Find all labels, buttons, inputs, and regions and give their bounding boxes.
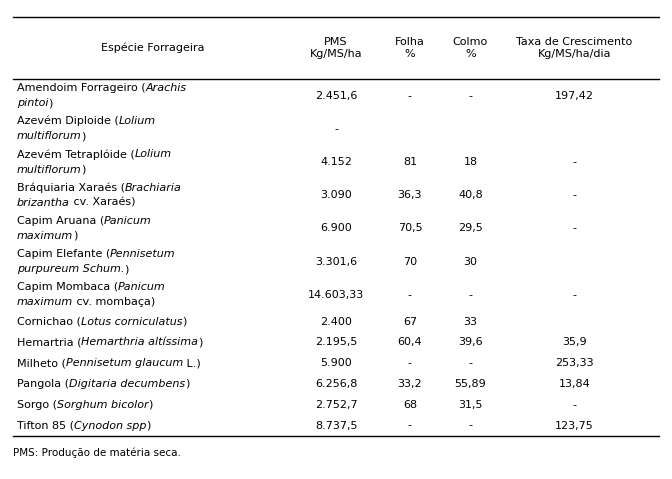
Text: ): )	[149, 400, 153, 410]
Text: 4.152: 4.152	[320, 157, 352, 167]
Text: 31,5: 31,5	[458, 400, 482, 410]
Text: pintoi: pintoi	[17, 98, 48, 108]
Text: 6.256,8: 6.256,8	[314, 379, 358, 389]
Text: cv. Xaraés): cv. Xaraés)	[70, 198, 135, 208]
Text: Pennisetum: Pennisetum	[110, 249, 175, 259]
Text: -: -	[408, 358, 412, 368]
Text: PMS
Kg/MS/ha: PMS Kg/MS/ha	[310, 37, 362, 59]
Text: Lolium: Lolium	[134, 149, 171, 160]
Text: Taxa de Crescimento
Kg/MS/ha/dia: Taxa de Crescimento Kg/MS/ha/dia	[517, 37, 632, 59]
Text: ): )	[124, 264, 128, 274]
Text: Amendoim Forrageiro (: Amendoim Forrageiro (	[17, 83, 145, 93]
Text: Panicum: Panicum	[118, 282, 166, 292]
Text: cv. mombaça): cv. mombaça)	[73, 297, 155, 308]
Text: Azevém Tetraplóide (: Azevém Tetraplóide (	[17, 149, 134, 160]
Text: purpureum Schum.: purpureum Schum.	[17, 264, 124, 274]
Text: multiflorum: multiflorum	[17, 165, 81, 175]
Text: ): )	[146, 421, 151, 431]
Text: 3.301,6: 3.301,6	[315, 256, 357, 266]
Text: -: -	[573, 290, 577, 300]
Text: maximum: maximum	[17, 297, 73, 308]
Text: L.): L.)	[183, 358, 201, 368]
Text: 2.400: 2.400	[320, 317, 352, 327]
Text: 3.090: 3.090	[320, 190, 352, 200]
Text: ): )	[73, 231, 77, 241]
Text: 2.451,6: 2.451,6	[314, 91, 358, 101]
Text: Brachiaria: Brachiaria	[125, 182, 181, 193]
Text: 35,9: 35,9	[562, 337, 587, 347]
Text: Bráquiaria Xaraés (: Bráquiaria Xaraés (	[17, 182, 125, 193]
Text: Folha
%: Folha %	[395, 37, 425, 59]
Text: 30: 30	[464, 256, 477, 266]
Text: -: -	[468, 421, 472, 431]
Text: 13,84: 13,84	[558, 379, 591, 389]
Text: Hemarthria altíssima: Hemarthria altíssima	[81, 337, 198, 347]
Text: -: -	[573, 157, 577, 167]
Text: 33: 33	[464, 317, 477, 327]
Text: maximum: maximum	[17, 231, 73, 241]
Text: ): )	[81, 165, 86, 175]
Text: Milheto (: Milheto (	[17, 358, 66, 368]
Text: brizantha: brizantha	[17, 198, 70, 208]
Text: 29,5: 29,5	[458, 223, 482, 233]
Text: 18: 18	[463, 157, 478, 167]
Text: Lotus corniculatus: Lotus corniculatus	[81, 317, 182, 327]
Text: 2.195,5: 2.195,5	[314, 337, 358, 347]
Text: Pennisetum glaucum: Pennisetum glaucum	[66, 358, 183, 368]
Text: Capim Elefante (: Capim Elefante (	[17, 249, 110, 259]
Text: PMS: Produção de matéria seca.: PMS: Produção de matéria seca.	[13, 448, 181, 458]
Text: 8.737,5: 8.737,5	[314, 421, 358, 431]
Text: Cornichao (: Cornichao (	[17, 317, 81, 327]
Text: Azevém Diploide (: Azevém Diploide (	[17, 116, 118, 126]
Text: 81: 81	[403, 157, 417, 167]
Text: -: -	[573, 400, 577, 410]
Text: Espécie Forrageira: Espécie Forrageira	[101, 43, 205, 53]
Text: Hemartria (: Hemartria (	[17, 337, 81, 347]
Text: Arachis: Arachis	[145, 83, 187, 93]
Text: 68: 68	[403, 400, 417, 410]
Text: 36,3: 36,3	[398, 190, 422, 200]
Text: -: -	[468, 290, 472, 300]
Text: 40,8: 40,8	[458, 190, 482, 200]
Text: ): )	[185, 379, 190, 389]
Text: ): )	[48, 98, 52, 108]
Text: 70: 70	[403, 256, 417, 266]
Text: -: -	[573, 190, 577, 200]
Text: 55,89: 55,89	[454, 379, 487, 389]
Text: ): )	[81, 131, 86, 141]
Text: 6.900: 6.900	[320, 223, 352, 233]
Text: Tifton 85 (: Tifton 85 (	[17, 421, 74, 431]
Text: -: -	[468, 358, 472, 368]
Text: 5.900: 5.900	[320, 358, 352, 368]
Text: -: -	[573, 223, 577, 233]
Text: Pangola (: Pangola (	[17, 379, 69, 389]
Text: ): )	[182, 317, 187, 327]
Text: 60,4: 60,4	[398, 337, 422, 347]
Text: Sorghum bicolor: Sorghum bicolor	[57, 400, 149, 410]
Text: 253,33: 253,33	[555, 358, 594, 368]
Text: ): )	[198, 337, 203, 347]
Text: -: -	[408, 91, 412, 101]
Text: 123,75: 123,75	[555, 421, 594, 431]
Text: Lolium: Lolium	[118, 116, 156, 126]
Text: 33,2: 33,2	[398, 379, 422, 389]
Text: Sorgo (: Sorgo (	[17, 400, 57, 410]
Text: 39,6: 39,6	[458, 337, 482, 347]
Text: 2.752,7: 2.752,7	[314, 400, 358, 410]
Text: -: -	[408, 290, 412, 300]
Text: Cynodon spp: Cynodon spp	[74, 421, 146, 431]
Text: Colmo
%: Colmo %	[453, 37, 488, 59]
Text: -: -	[334, 124, 338, 134]
Text: 70,5: 70,5	[398, 223, 422, 233]
Text: -: -	[468, 91, 472, 101]
Text: -: -	[408, 421, 412, 431]
Text: 197,42: 197,42	[555, 91, 594, 101]
Text: 67: 67	[403, 317, 417, 327]
Text: Capim Mombaca (: Capim Mombaca (	[17, 282, 118, 292]
Text: Panicum: Panicum	[104, 216, 152, 226]
Text: Capim Aruana (: Capim Aruana (	[17, 216, 104, 226]
Text: 14.603,33: 14.603,33	[308, 290, 364, 300]
Text: multiflorum: multiflorum	[17, 131, 81, 141]
Text: Digitaria decumbens: Digitaria decumbens	[69, 379, 185, 389]
